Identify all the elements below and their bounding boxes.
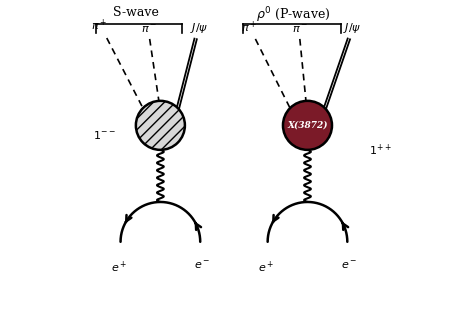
Text: $\pi^+$: $\pi^+$ bbox=[241, 20, 257, 35]
Text: $\pi^-$: $\pi^-$ bbox=[142, 24, 158, 35]
Text: $\rho^0$ (P-wave): $\rho^0$ (P-wave) bbox=[256, 6, 331, 26]
Text: $J/\psi$: $J/\psi$ bbox=[190, 21, 208, 35]
Text: $e^-$: $e^-$ bbox=[341, 260, 357, 271]
Text: $e^-$: $e^-$ bbox=[193, 260, 210, 271]
Text: S-wave: S-wave bbox=[113, 6, 159, 19]
Text: $1^{++}$: $1^{++}$ bbox=[369, 142, 392, 158]
Circle shape bbox=[283, 101, 332, 150]
Text: $e^+$: $e^+$ bbox=[258, 260, 274, 275]
Text: $J/\psi$: $J/\psi$ bbox=[343, 21, 361, 35]
Text: $\pi^+$: $\pi^+$ bbox=[91, 18, 107, 33]
Text: X(3872): X(3872) bbox=[287, 121, 328, 130]
Circle shape bbox=[136, 101, 185, 150]
Text: $e^+$: $e^+$ bbox=[111, 260, 127, 275]
Text: $\pi^-$: $\pi^-$ bbox=[292, 24, 308, 35]
Text: $1^{--}$: $1^{--}$ bbox=[93, 129, 116, 140]
